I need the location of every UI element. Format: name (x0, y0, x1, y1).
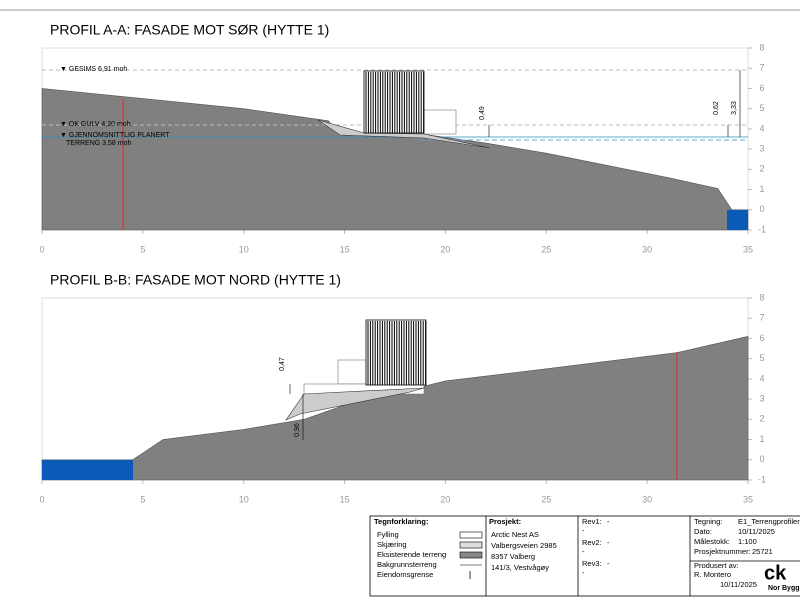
revision: Rev2: (582, 538, 602, 547)
annotation: 0,62 (713, 101, 720, 115)
terrace (423, 109, 457, 135)
y-tick-label: 2 (759, 414, 764, 424)
x-tick-label: 25 (541, 494, 551, 504)
x-tick-label: 30 (642, 494, 652, 504)
x-tick-label: 10 (239, 494, 249, 504)
water (727, 210, 748, 230)
terrace (337, 359, 367, 385)
x-tick-label: 35 (743, 494, 753, 504)
legend-swatch (459, 551, 483, 559)
y-tick-label: -1 (758, 474, 766, 484)
chart-title: PROFIL A-A: FASADE MOT SØR (HYTTE 1) (50, 22, 329, 38)
annotation: 0,49 (479, 106, 486, 120)
y-tick-label: 3 (759, 393, 764, 403)
x-tick-label: 5 (140, 244, 145, 254)
y-tick-label: 7 (759, 63, 764, 73)
y-tick-label: 5 (759, 353, 764, 363)
y-tick-label: 6 (759, 83, 764, 93)
legend-item: Eksisterende terreng (377, 550, 446, 559)
x-tick-label: 20 (440, 494, 450, 504)
legend-item: Eiendomsgrense (377, 570, 433, 579)
produced: R. Montero (694, 570, 731, 579)
y-tick-label: 1 (759, 184, 764, 194)
x-tick-label: 20 (440, 244, 450, 254)
y-tick-label: 8 (759, 292, 764, 302)
annotation: 0,96 (294, 423, 301, 437)
y-tick-label: 0 (759, 204, 764, 214)
project-line: 8357 Valberg (491, 552, 535, 561)
drawing-info: Tegning: (694, 517, 722, 526)
y-tick-label: 6 (759, 333, 764, 343)
annotation: 0,47 (279, 357, 286, 371)
terrain (41, 88, 749, 231)
legend-item: Bakgrunnsterreng (377, 560, 437, 569)
drawing-info: Dato: (694, 527, 712, 536)
x-tick-label: 10 (239, 244, 249, 254)
water (42, 460, 133, 480)
y-tick-label: 0 (759, 454, 764, 464)
annotation: TERRENG 3,58 moh (66, 140, 131, 147)
annotation: ▼ GESIMS 6,91 moh (60, 66, 127, 73)
y-tick-label: 8 (759, 42, 764, 52)
x-tick-label: 30 (642, 244, 652, 254)
y-tick-label: 2 (759, 164, 764, 174)
legend-swatch (459, 541, 483, 549)
drawing-info: 1:100 (738, 537, 757, 546)
project-line: 141/3, Vestvågøy (491, 563, 549, 572)
produced: 10/11/2025 (720, 580, 757, 589)
project-line: Arctic Nest AS (491, 530, 539, 539)
project-title: Prosjekt: (489, 517, 521, 526)
drawing-info: 10/11/2025 (738, 527, 775, 536)
x-tick-label: 15 (340, 244, 350, 254)
logo-sub: Nor Bygg (768, 585, 800, 592)
fill-hatch (285, 387, 425, 421)
revision: - (607, 517, 610, 526)
y-tick-label: 5 (759, 103, 764, 113)
title-block (369, 515, 800, 597)
x-tick-label: 15 (340, 494, 350, 504)
revision: - (582, 568, 585, 577)
y-tick-label: 7 (759, 313, 764, 323)
y-tick-label: -1 (758, 224, 766, 234)
drawing-info: Målestokk: (694, 537, 730, 546)
revision: - (582, 547, 585, 556)
revision: - (607, 559, 610, 568)
project-line: Valbergsveien 2985 (491, 541, 557, 550)
revision: Rev3: (582, 559, 602, 568)
annotation: ▼ OK GULV 4,20 moh (60, 121, 131, 128)
revision: - (582, 526, 585, 535)
annotation: 3,33 (731, 101, 738, 115)
annotation: ▼ GJENNOMSNITTLIG PLANERT (60, 132, 170, 139)
legend-item: Skjæring (377, 540, 407, 549)
revision: Rev1: (582, 517, 602, 526)
legend-title: Tegnforklaring: (374, 517, 428, 526)
legend-swatch (459, 531, 483, 539)
legend-item: Fylling (377, 530, 399, 539)
y-tick-label: 4 (759, 373, 764, 383)
x-tick-label: 35 (743, 244, 753, 254)
y-tick-label: 4 (759, 123, 764, 133)
produced: Produsert av: (694, 561, 739, 570)
x-tick-label: 5 (140, 494, 145, 504)
x-tick-label: 0 (39, 244, 44, 254)
logo: ck (764, 562, 787, 584)
drawing-info: Prosjektnummer: (694, 547, 751, 556)
chart-title: PROFIL B-B: FASADE MOT NORD (HYTTE 1) (50, 272, 341, 288)
x-tick-label: 0 (39, 494, 44, 504)
x-tick-label: 25 (541, 244, 551, 254)
y-tick-label: 1 (759, 434, 764, 444)
drawing-info: E1_Terrengprofiler (738, 517, 800, 526)
drawing-info: 25721 (752, 547, 773, 556)
y-tick-label: 3 (759, 143, 764, 153)
revision: - (607, 538, 610, 547)
